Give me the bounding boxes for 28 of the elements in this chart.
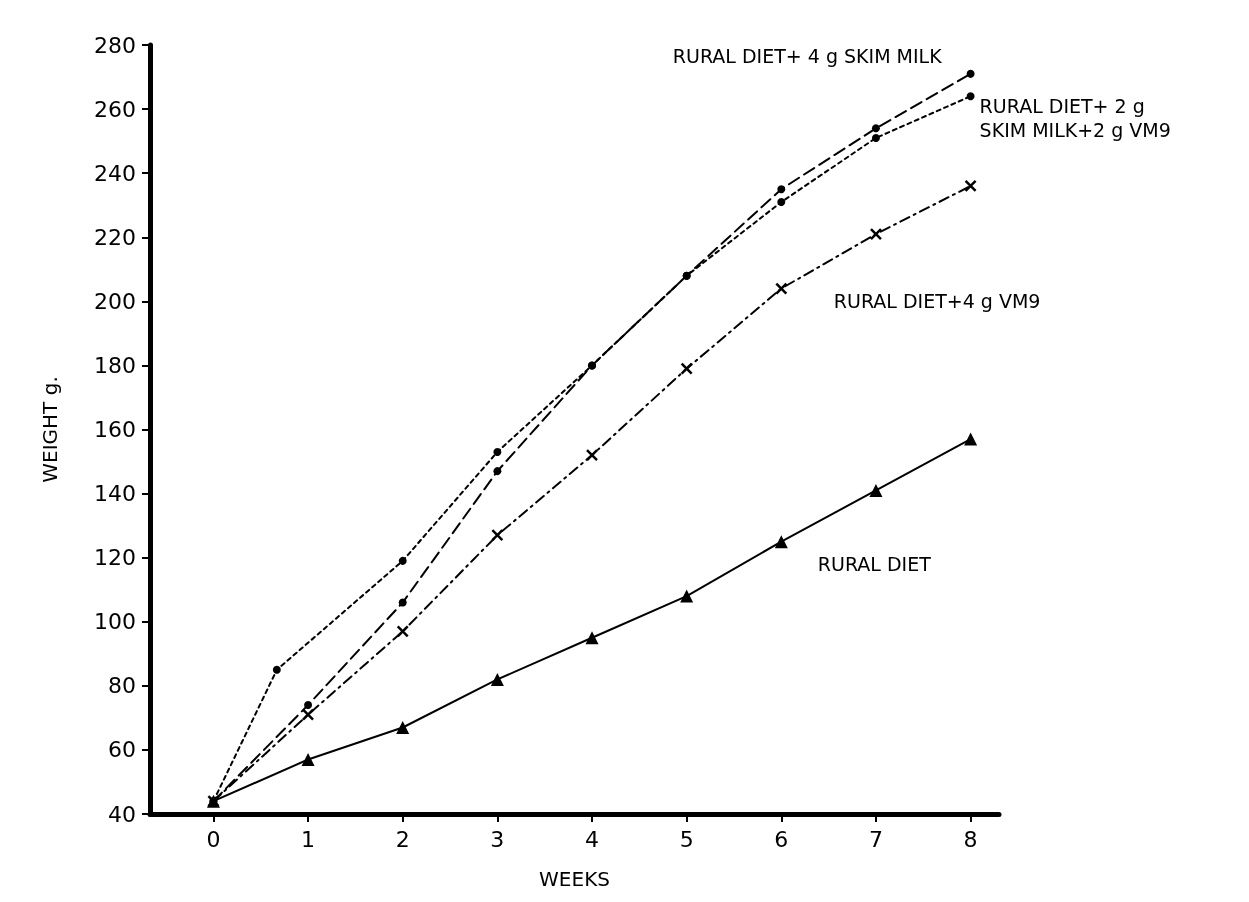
x-tick-label: 8 [963,826,978,852]
x-tick-label: 6 [774,826,789,852]
x-tick-label: 7 [868,826,883,852]
y-tick-label: 80 [108,673,136,699]
x-tick-label: 5 [679,826,694,852]
y-tick-label: 120 [94,545,136,571]
y-tick-label: 280 [94,32,136,58]
y-tick-label: 200 [94,288,136,314]
y-tick-label: 180 [94,352,136,378]
x-tick-label: 1 [301,826,316,852]
y-tick-label: 160 [94,417,136,442]
y-tick-label: 140 [94,481,136,507]
series-label: RURAL DIET+ 2 g SKIM MILK+2 g VM9 [979,95,1171,142]
x-axis-title: WEEKS [539,867,610,891]
x-tick-label: 4 [585,826,600,852]
x-tick-label: 3 [490,826,505,852]
y-tick-label: 60 [108,737,136,763]
x-tick-label: 2 [395,826,410,852]
x-tick-label: 0 [206,826,221,852]
series-label: RURAL DIET [817,552,932,575]
series-label: RURAL DIET+4 g VM9 [833,289,1041,312]
y-tick-label: 40 [108,801,136,827]
y-tick-label: 100 [94,609,136,635]
series-label: RURAL DIET+ 4 g SKIM MILK [672,44,943,67]
y-tick-label: 220 [94,224,136,250]
y-tick-label: 260 [94,96,136,122]
y-tick-label: 240 [94,160,136,186]
y-axis-title: WEIGHT g. [38,376,62,483]
